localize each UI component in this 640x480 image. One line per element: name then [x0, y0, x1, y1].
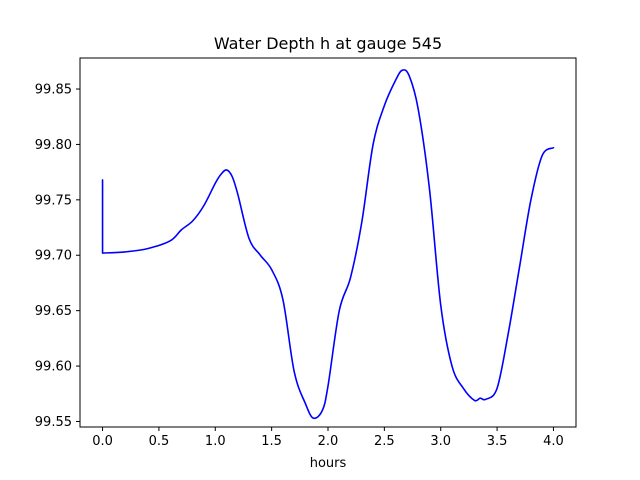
y-tick-label: 99.70	[35, 249, 72, 264]
x-tick-label: 3.5	[487, 434, 508, 449]
y-tick-label: 99.65	[35, 304, 72, 319]
x-tick-label: 0.5	[149, 434, 170, 449]
x-tick-label: 3.0	[430, 434, 451, 449]
y-tick-label: 99.85	[35, 83, 72, 98]
x-tick-label: 4.0	[543, 434, 564, 449]
x-tick-label: 1.0	[205, 434, 226, 449]
chart-title: Water Depth h at gauge 545	[214, 34, 442, 53]
y-tick-label: 99.75	[35, 193, 72, 208]
x-axis: 0.0 0.5 1.0 1.5 2.0 2.5 3.0 3.5 4.0	[92, 427, 564, 449]
y-tick-label: 99.80	[35, 138, 72, 153]
series-line	[101, 69, 555, 420]
x-axis-label: hours	[310, 456, 347, 471]
y-axis: 99.55 99.60 99.65 99.70 99.75 99.80 99.85	[35, 83, 80, 430]
x-tick-label: 1.5	[261, 434, 282, 449]
x-tick-label: 0.0	[92, 434, 113, 449]
y-tick-label: 99.60	[35, 360, 72, 375]
x-tick-label: 2.0	[318, 434, 339, 449]
y-tick-label: 99.55	[35, 415, 72, 430]
x-tick-label: 2.5	[374, 434, 395, 449]
